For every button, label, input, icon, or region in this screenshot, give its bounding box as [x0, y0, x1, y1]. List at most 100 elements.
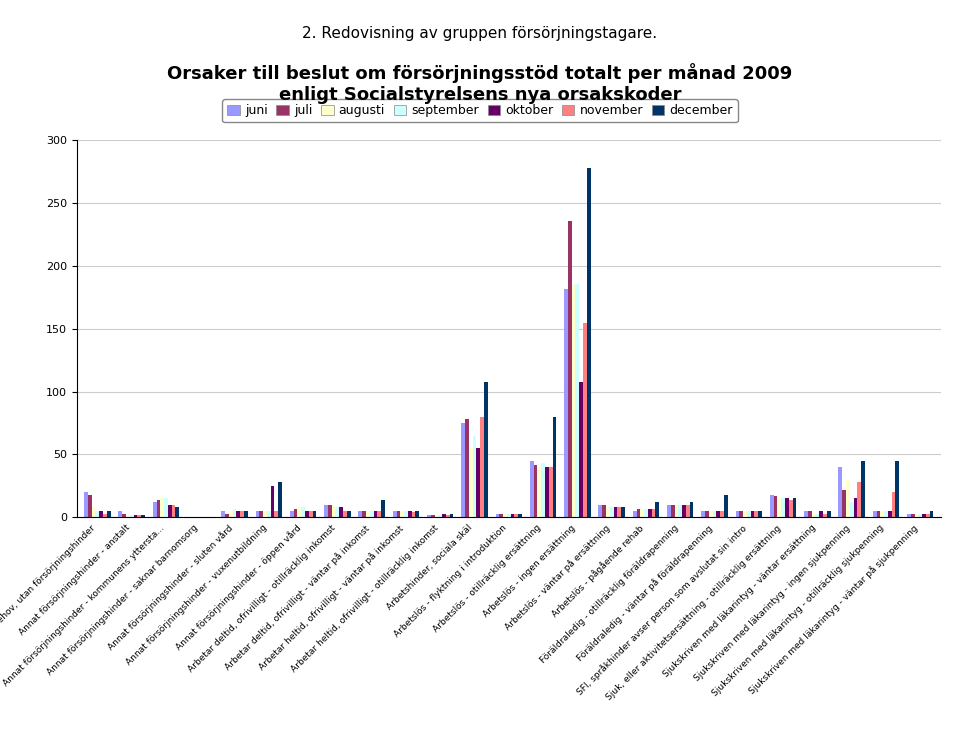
Bar	[667, 505, 671, 517]
Bar	[431, 515, 435, 517]
Text: SFI, språkhinder avser person som avslutat sin intro: SFI, språkhinder avser person som avslut…	[575, 523, 749, 697]
Bar	[507, 514, 511, 517]
Bar	[575, 284, 579, 517]
Bar	[675, 505, 679, 517]
Text: Arbetslös - ingen ersättning: Arbetslös - ingen ersättning	[482, 523, 577, 619]
Bar	[743, 511, 747, 517]
Bar	[636, 508, 640, 517]
Bar	[778, 498, 781, 517]
Text: Annat försörjningshinder - vuxenutbildning: Annat försörjningshinder - vuxenutbildni…	[125, 523, 269, 667]
Text: Annat försörjningshinder - kommunens yttersta...: Annat försörjningshinder - kommunens ytt…	[1, 523, 166, 688]
Bar	[366, 511, 370, 517]
Bar	[819, 511, 823, 517]
Bar	[232, 508, 236, 517]
Bar	[427, 515, 431, 517]
Bar	[781, 498, 785, 517]
Bar	[671, 505, 675, 517]
Bar	[598, 505, 602, 517]
Bar	[572, 285, 575, 517]
Bar	[888, 511, 892, 517]
Bar	[789, 500, 793, 517]
Text: 2010-01-21     8: 2010-01-21 8	[701, 706, 835, 721]
Bar	[823, 514, 827, 517]
Bar	[168, 505, 172, 517]
Bar	[313, 511, 316, 517]
Bar	[720, 511, 724, 517]
Text: Annat försörjningshinder - sluten vård: Annat försörjningshinder - sluten vård	[106, 523, 234, 653]
Bar	[305, 511, 309, 517]
Bar	[648, 508, 652, 517]
Bar	[263, 511, 267, 517]
Bar	[758, 511, 762, 517]
Text: Arbetar deltid, ofrivilligt - väntar på inkomst: Arbetar deltid, ofrivilligt - väntar på …	[223, 523, 372, 672]
Bar	[328, 505, 332, 517]
Bar	[751, 511, 755, 517]
Bar	[172, 505, 176, 517]
Text: Sjukskriven med läkarintyg - väntar ersättning: Sjukskriven med läkarintyg - väntar ersä…	[661, 523, 817, 679]
Bar	[853, 498, 857, 517]
Bar	[679, 505, 683, 517]
Bar	[301, 507, 305, 517]
Bar	[652, 508, 656, 517]
Bar	[755, 511, 758, 517]
Bar	[873, 511, 876, 517]
Bar	[808, 511, 812, 517]
Bar	[613, 507, 617, 517]
Bar	[271, 486, 275, 517]
Bar	[103, 514, 107, 517]
Bar	[476, 448, 480, 517]
Bar	[617, 507, 621, 517]
Bar	[747, 511, 751, 517]
Bar	[915, 514, 919, 517]
Bar	[416, 511, 420, 517]
Bar	[896, 461, 900, 517]
Bar	[107, 511, 110, 517]
Text: 2. Redovisning av gruppen försörjningstagare.: 2. Redovisning av gruppen försörjningsta…	[302, 26, 658, 41]
Bar	[164, 498, 168, 517]
Bar	[518, 514, 522, 517]
Bar	[770, 494, 774, 517]
Bar	[633, 511, 636, 517]
Bar	[122, 514, 126, 517]
Bar	[439, 515, 443, 517]
Bar	[400, 511, 404, 517]
Bar	[880, 511, 884, 517]
Text: Sjukskriven med läkarintyg - väntar på sjukpenning: Sjukskriven med läkarintyg - väntar på s…	[747, 523, 921, 696]
Bar	[343, 511, 347, 517]
Bar	[925, 514, 929, 517]
Bar	[472, 435, 476, 517]
Bar	[267, 511, 271, 517]
Bar	[484, 381, 488, 517]
Bar	[541, 463, 545, 517]
Bar	[396, 511, 400, 517]
Bar	[156, 500, 160, 517]
Bar	[587, 168, 590, 517]
Text: Sjuk, eller aktivitetsersättning - otillräcklig ersättning: Sjuk, eller aktivitetsersättning - otill…	[605, 523, 783, 701]
Bar	[137, 515, 141, 517]
Bar	[275, 511, 278, 517]
Bar	[716, 511, 720, 517]
Text: Sjukskriven med läkarintyg - otillräcklig sjukpenning: Sjukskriven med läkarintyg - otillräckli…	[711, 523, 886, 698]
Bar	[785, 498, 789, 517]
Bar	[176, 507, 180, 517]
Bar	[530, 461, 534, 517]
Text: Arbetar deltid, ofrivilligt - otillräcklig inkomst: Arbetar deltid, ofrivilligt - otillräckl…	[186, 523, 337, 674]
Bar	[602, 505, 606, 517]
Text: Orsaker till beslut om försörjningsstöd totalt per månad 2009
enligt Socialstyre: Orsaker till beslut om försörjningsstöd …	[167, 63, 793, 103]
Text: Arbetar heltid, ofrivilligt - otillräcklig inkomst: Arbetar heltid, ofrivilligt - otillräckl…	[290, 523, 441, 674]
Bar	[294, 508, 298, 517]
Bar	[640, 508, 644, 517]
Bar	[793, 498, 796, 517]
Bar	[705, 511, 708, 517]
Bar	[683, 505, 685, 517]
Bar	[735, 511, 739, 517]
Bar	[606, 507, 610, 517]
Bar	[838, 467, 842, 517]
Bar	[126, 515, 130, 517]
Bar	[846, 480, 850, 517]
Bar	[468, 448, 472, 517]
Bar	[324, 505, 328, 517]
Text: Annat försörjningshinder - öppen vård: Annat försörjningshinder - öppen vård	[174, 523, 303, 653]
Bar	[907, 514, 911, 517]
Bar	[884, 511, 888, 517]
